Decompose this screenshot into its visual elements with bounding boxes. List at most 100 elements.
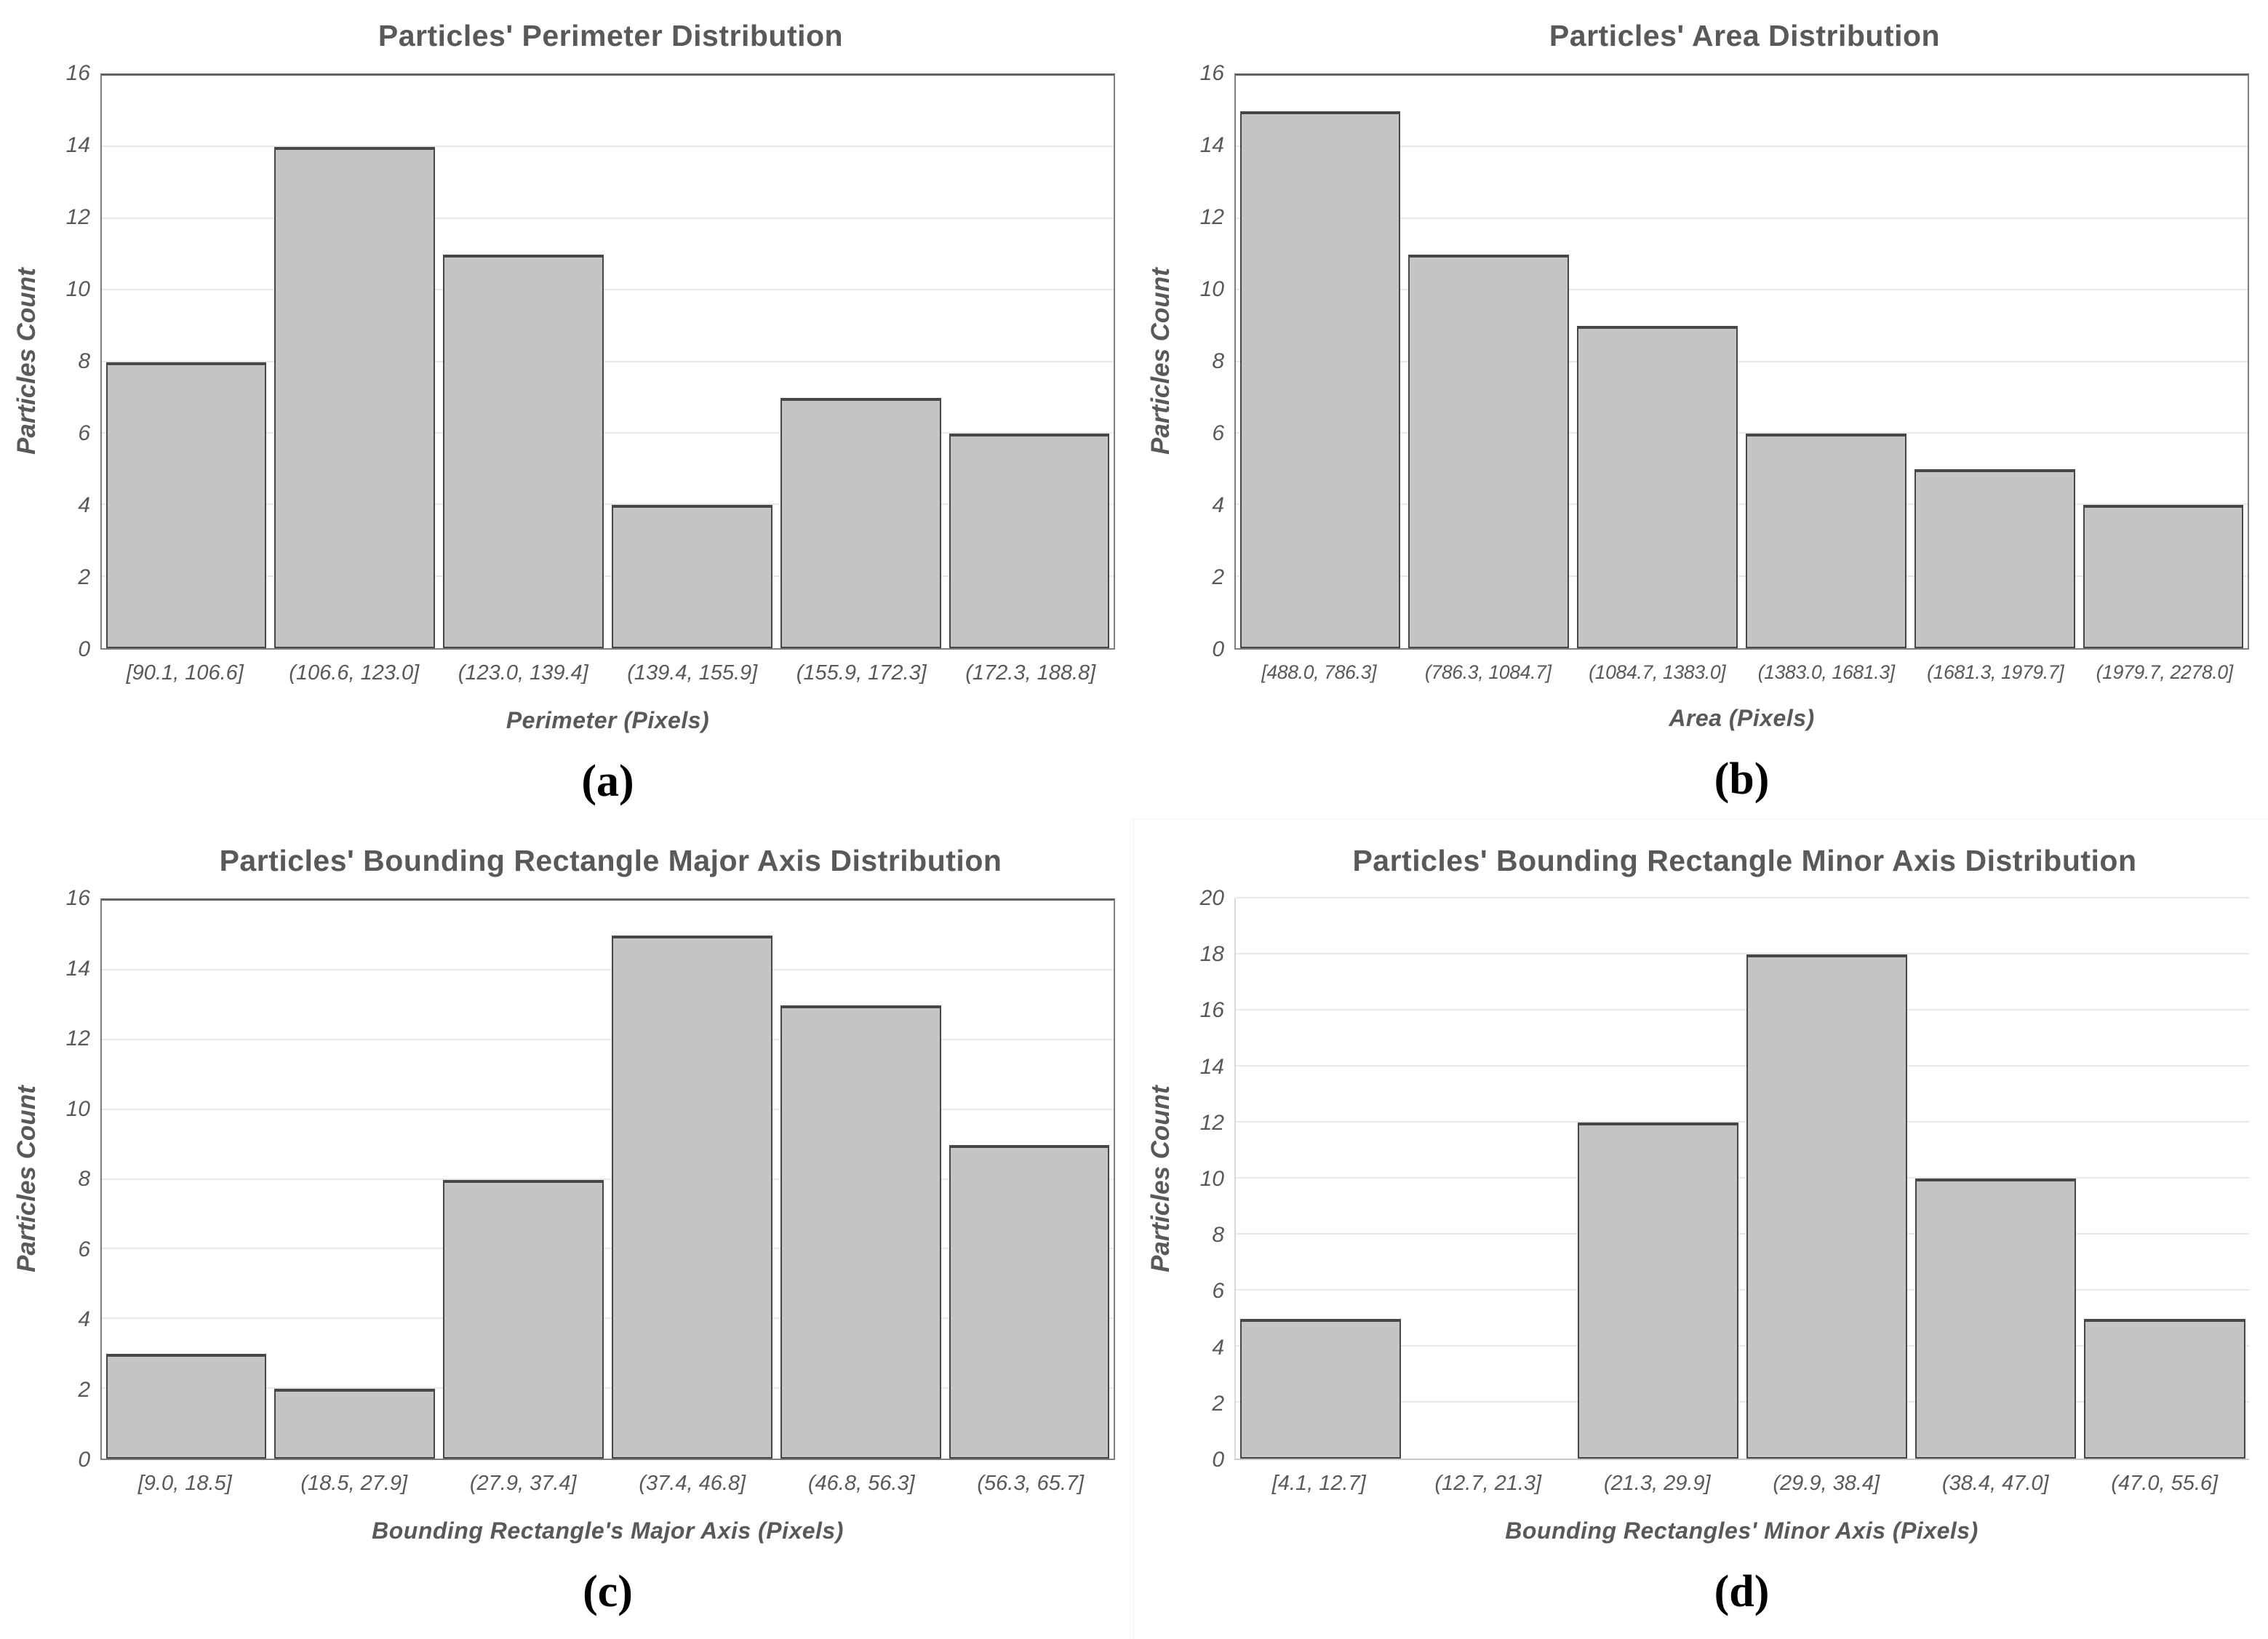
gridline: [102, 1108, 1114, 1110]
x-axis-title: Perimeter (Pixels): [506, 707, 710, 734]
gridline: [1236, 1009, 2249, 1010]
x-axis-ticks: [9.0, 18.5] (18.5, 27.9] (27.9, 37.4] (37.4…: [100, 1472, 1115, 1496]
gridline: [1236, 1121, 2249, 1122]
bars: [1236, 898, 2249, 1459]
x-tick-label: (46.8, 56.3]: [807, 1472, 915, 1495]
gridline: [1236, 503, 2248, 506]
bars: [102, 76, 1114, 648]
y-tick-label: 16: [1199, 998, 1224, 1023]
y-axis-title: Particles Count: [12, 1085, 41, 1273]
gridline: [1236, 1065, 2249, 1066]
y-tick-label: 6: [78, 421, 90, 445]
histogram-bin: [1741, 76, 1910, 648]
y-tick-label: 4: [1212, 493, 1224, 517]
gridline: [1236, 1233, 2249, 1235]
x-tick-label: (172.3, 188.8]: [965, 661, 1096, 685]
histogram-bin: [1912, 898, 2080, 1459]
histogram-bin: [102, 901, 271, 1459]
y-tick-label: 0: [1212, 637, 1224, 661]
y-axis-ticks: 0 2 4 6 8 10 12 14 16: [48, 63, 100, 661]
histogram-bin: [1405, 898, 1573, 1459]
x-tick-label: (786.3, 1084.7]: [1424, 661, 1552, 683]
y-tick-label: 12: [65, 205, 90, 229]
y-tick-label: 8: [78, 1167, 90, 1191]
x-tick-label: [90.1, 106.6]: [126, 661, 244, 685]
plot-area: [100, 898, 1115, 1460]
chart-body: Particles Count 0 2 4 6 8 10 12 14 16 [9.0, 18.5…: [0, 888, 1134, 1618]
gridline: [102, 575, 1114, 577]
gridline: [1236, 217, 2248, 219]
gridline: [1236, 1401, 2249, 1403]
histogram-bin: [1573, 76, 1742, 648]
panel-label: (b): [1714, 754, 1770, 805]
x-tick-label: (139.4, 155.9]: [627, 661, 758, 685]
y-tick-label: 16: [65, 61, 90, 85]
histogram-bar: [1408, 254, 1570, 648]
y-tick-label: 12: [1199, 205, 1224, 229]
y-tick-label: 2: [78, 565, 90, 589]
histogram-bin: [1236, 898, 1405, 1459]
x-tick-label: (21.3, 29.9]: [1603, 1472, 1711, 1495]
x-axis-title: Bounding Rectangle's Major Axis (Pixels): [372, 1518, 844, 1544]
histogram-bin: [439, 76, 608, 648]
plot-column: [488.0, 786.3] (786.3, 1084.7] (1084.7, 13…: [1234, 73, 2249, 805]
chart-panel-d: Particles' Bounding Rectangle Minor Axis…: [1133, 818, 2268, 1639]
gridline: [102, 503, 1114, 506]
histogram-bar: [1577, 326, 1738, 648]
x-tick-label: (29.9, 38.4]: [1773, 1472, 1880, 1495]
y-tick-label: 8: [1212, 349, 1224, 373]
y-tick-label: 8: [1212, 1223, 1224, 1248]
histogram-bin: [607, 901, 776, 1459]
histogram-bin: [1910, 76, 2079, 648]
x-tick-label: [9.0, 18.5]: [137, 1472, 232, 1495]
y-tick-label: 14: [65, 956, 90, 981]
x-axis-title: Area (Pixels): [1669, 705, 1815, 732]
chart-panel-a: Particles' Perimeter Distribution Partic…: [0, 0, 1134, 819]
histogram-bar: [1915, 1179, 2077, 1459]
y-tick-label: 14: [1199, 133, 1224, 157]
x-tick-label: (1383.0, 1681.3]: [1757, 661, 1896, 683]
chart-title: Particles' Bounding Rectangle Minor Axis…: [1352, 844, 2137, 877]
histogram-bar: [443, 1179, 604, 1459]
histogram-bar: [443, 254, 604, 648]
x-tick-label: [488.0, 786.3]: [1261, 661, 1377, 683]
gridline: [1236, 1345, 2249, 1347]
histogram-bar: [780, 397, 941, 648]
plot-area: [1234, 73, 2249, 650]
y-tick-label: 12: [65, 1026, 90, 1050]
x-axis-ticks: [488.0, 786.3] (786.3, 1084.7] (1084.7, 13…: [1234, 661, 2249, 683]
y-tick-label: 0: [78, 637, 90, 661]
y-tick-label: 0: [1212, 1448, 1224, 1472]
chart-panel-b: Particles' Area Distribution Particles C…: [1134, 0, 2268, 819]
panel-label: (d): [1714, 1567, 1770, 1617]
bars: [1236, 76, 2248, 648]
histogram-bin: [271, 901, 439, 1459]
x-tick-label: (47.0, 55.6]: [2111, 1472, 2219, 1495]
y-tick-label: 12: [1199, 1110, 1224, 1135]
histogram-bin: [776, 901, 945, 1459]
y-tick-label: 16: [1199, 61, 1224, 85]
histogram-bin: [102, 76, 271, 648]
histogram-bin: [776, 76, 945, 648]
y-tick-label: 8: [78, 349, 90, 373]
y-tick-label: 4: [78, 1307, 90, 1331]
x-tick-label: (18.5, 27.9]: [300, 1472, 408, 1495]
y-tick-label: 10: [65, 277, 90, 301]
gridline: [1236, 575, 2248, 577]
x-tick-label: (27.9, 37.4]: [469, 1472, 577, 1495]
histogram-bar: [1746, 954, 1908, 1459]
gridline: [102, 289, 1114, 291]
y-tick-label: 6: [1212, 1279, 1224, 1304]
y-axis-ticks: 0 2 4 6 8 10 12 14 16: [48, 888, 100, 1471]
plot-area: [1234, 897, 2249, 1460]
bars: [102, 901, 1114, 1459]
y-tick-label: 16: [65, 886, 90, 910]
gridline: [1236, 145, 2248, 148]
x-tick-label: (56.3, 65.7]: [977, 1472, 1085, 1495]
histogram-bin: [1743, 898, 1912, 1459]
panel-label: (a): [581, 757, 634, 807]
gridline: [1236, 1289, 2249, 1291]
histogram-bin: [607, 76, 776, 648]
y-axis-ticks: 0 2 4 6 8 10 12 14 16: [1182, 63, 1234, 661]
histogram-bar: [780, 1005, 941, 1459]
